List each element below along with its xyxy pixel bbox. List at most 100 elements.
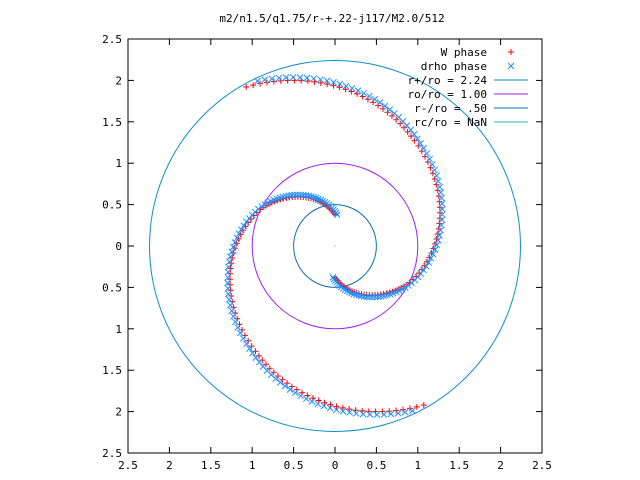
data-point [225, 296, 233, 303]
center-mark [334, 245, 336, 247]
data-point [252, 354, 260, 362]
y-tick-label: 1.5 [102, 116, 122, 129]
data-point [393, 407, 400, 414]
reference-circle-1 [251, 162, 419, 330]
data-point [270, 78, 277, 85]
data-point [230, 312, 237, 320]
data-point [433, 172, 440, 180]
data-point [312, 194, 320, 202]
data-point [342, 82, 350, 90]
y-tick-label: 0 [115, 240, 122, 253]
data-point [276, 379, 284, 386]
x-tick-label: 1 [249, 459, 256, 472]
data-point [261, 76, 269, 84]
data-point [360, 293, 368, 300]
data-point [368, 293, 376, 301]
data-point [376, 99, 384, 106]
data-point [252, 348, 259, 355]
data-point [315, 195, 322, 203]
data-point [427, 254, 435, 262]
axis-ticks: 2.5 2 1.5 1 0.5 0 0.5 1 1.5 2 2.52.521.510.500.511… [102, 33, 552, 472]
data-point [299, 191, 307, 199]
data-point [254, 77, 261, 85]
data-point [380, 411, 388, 418]
y-tick-label: 0.5 [102, 281, 122, 294]
data-point [357, 292, 365, 300]
x-tick-label: 2 [497, 459, 504, 472]
legend-label: W phase [441, 46, 487, 59]
data-point [394, 409, 402, 417]
data-point [436, 183, 444, 191]
data-point [342, 86, 349, 93]
data-point [333, 406, 340, 414]
data-point [341, 286, 349, 294]
reference-circle-0 [149, 60, 521, 432]
data-point [305, 192, 313, 200]
legend-marker [508, 49, 514, 55]
data-point [420, 144, 427, 152]
data-point [226, 301, 234, 309]
data-point [348, 289, 355, 297]
data-point [240, 222, 248, 230]
data-point [297, 392, 304, 400]
data-point [411, 137, 418, 144]
data-point [348, 84, 356, 92]
data-point [239, 335, 247, 342]
data-point [282, 74, 290, 81]
data-point [228, 307, 236, 315]
y-tick-label: 2.5 [102, 447, 122, 460]
legend-marker [507, 62, 515, 70]
data-point [284, 380, 291, 387]
data-point [417, 270, 425, 277]
legend-label: rc/ro = NaN [414, 116, 487, 129]
data-point [354, 87, 362, 95]
data-point [386, 408, 393, 415]
data-point [234, 324, 242, 331]
data-point [327, 401, 334, 408]
data-point [409, 407, 416, 415]
data-point [243, 83, 250, 90]
data-point [303, 74, 311, 82]
data-point [231, 239, 239, 246]
data-point [437, 189, 445, 196]
data-point [339, 404, 346, 411]
data-point [391, 110, 398, 117]
data-point [323, 77, 331, 85]
data-point [386, 106, 394, 113]
data-point [321, 399, 328, 406]
data-point [224, 279, 231, 287]
data-point [237, 226, 245, 233]
x-tick-label: 2.5 [118, 459, 138, 472]
data-point [434, 236, 442, 244]
data-point [359, 410, 367, 418]
x-tick-label: 1.5 [201, 459, 221, 472]
legend-label: r+/ro = 2.24 [408, 74, 488, 87]
data-point [438, 216, 446, 224]
data-point [229, 243, 237, 251]
data-point [288, 383, 295, 390]
data-point [228, 248, 236, 256]
x-tick-label: 1 [414, 459, 421, 472]
data-point [330, 82, 337, 89]
data-point [310, 193, 318, 201]
reference-circle-2 [293, 204, 377, 288]
data-point [302, 192, 310, 199]
data-point [302, 395, 310, 403]
x-tick-label: 0.5 [366, 459, 386, 472]
data-point [317, 79, 324, 86]
data-point [321, 198, 329, 206]
data-point [336, 84, 343, 91]
data-point [245, 215, 253, 222]
data-point [426, 155, 434, 163]
data-point [333, 403, 340, 410]
data-point [404, 128, 411, 135]
data-point [268, 75, 276, 83]
data-point [431, 166, 438, 174]
data-point [346, 409, 353, 416]
data-point [272, 375, 279, 382]
data-point [373, 411, 381, 419]
legend-label: drho phase [421, 60, 487, 73]
x-tick-label: 2.5 [532, 459, 552, 472]
data-point [434, 177, 442, 185]
